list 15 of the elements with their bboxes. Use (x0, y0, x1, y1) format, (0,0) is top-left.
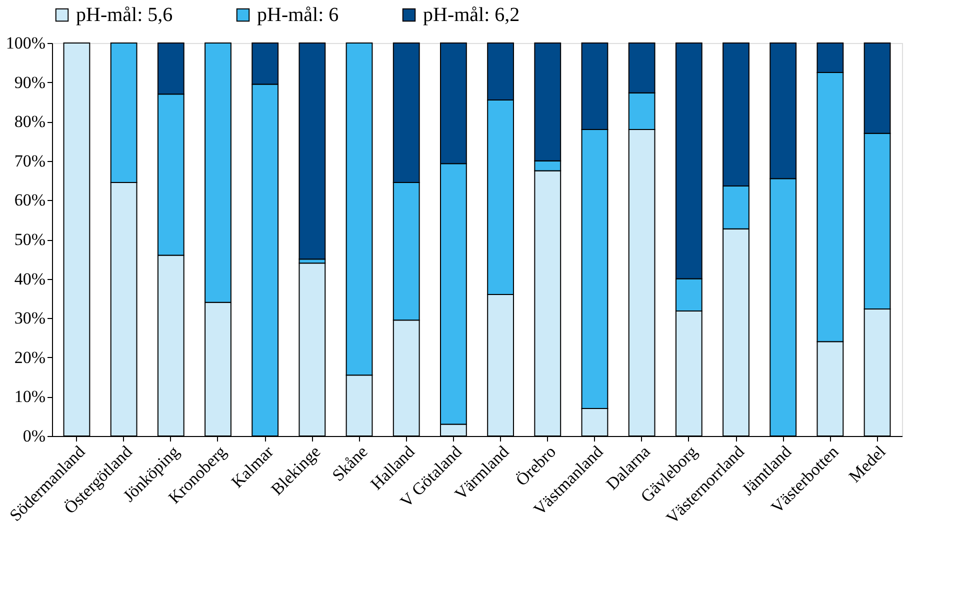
y-tick-label: 10% (14, 387, 46, 406)
legend-label: pH-mål: 6 (257, 4, 339, 26)
legend-label: pH-mål: 5,6 (76, 4, 173, 26)
y-tick-label: 90% (14, 72, 46, 92)
legend-label: pH-mål: 6,2 (423, 4, 520, 26)
y-tick-label: 0% (22, 426, 46, 446)
y-tick-label: 40% (14, 269, 46, 288)
y-tick-label: 70% (14, 151, 46, 170)
y-tick-label: 50% (14, 230, 46, 249)
y-tick-label: 100% (6, 34, 46, 52)
y-tick-label: 30% (14, 308, 46, 328)
bar (298, 42, 326, 260)
y-tick-label: 80% (14, 112, 46, 132)
y-tick-label: 60% (14, 190, 46, 210)
y-tick-label: 20% (14, 348, 46, 367)
